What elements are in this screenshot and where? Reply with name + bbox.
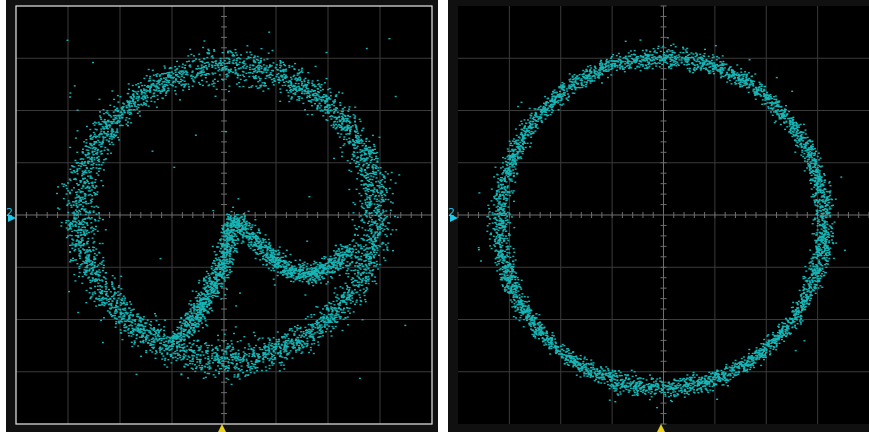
xy-screen-right: 2 (448, 5, 869, 432)
xy-display-left: 2 (6, 0, 438, 432)
xy-display-right: 2 (448, 0, 869, 432)
arrow-up-icon[interactable] (218, 424, 226, 432)
trace-points (56, 31, 407, 386)
arrow-right-icon (8, 214, 16, 222)
channel-marker[interactable]: 2 (6, 206, 16, 222)
xy-screen-left: 2 (6, 5, 433, 432)
arrow-up-icon[interactable] (657, 424, 665, 432)
screen-frame (15, 5, 433, 425)
channel-label: 2 (6, 206, 13, 219)
channel-label: 2 (448, 206, 455, 219)
arrow-right-icon (450, 214, 458, 222)
channel-marker[interactable]: 2 (448, 206, 458, 222)
trace-points (477, 37, 846, 409)
graticule-grid (457, 5, 869, 425)
